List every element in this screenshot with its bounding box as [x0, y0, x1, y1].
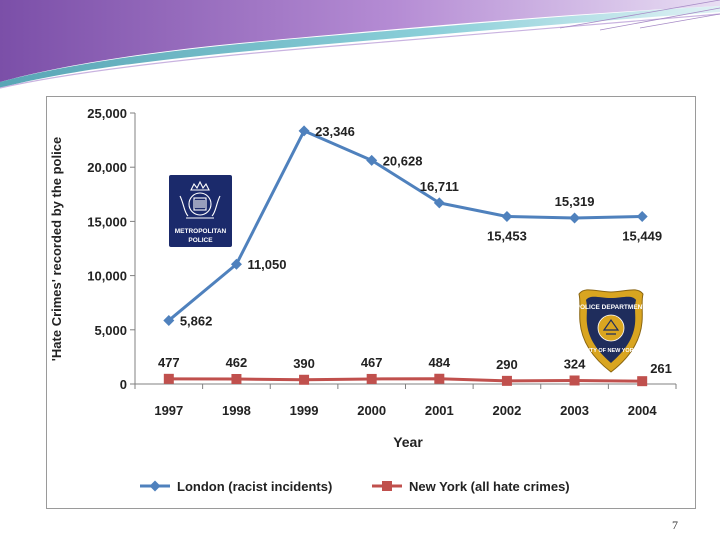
data-label: 15,449	[622, 229, 662, 244]
data-label: 261	[650, 361, 672, 376]
data-label: 11,050	[247, 257, 286, 272]
y-tick-label: 15,000	[87, 214, 127, 229]
met-logo-line2: POLICE	[188, 237, 213, 244]
x-axis-title: Year	[393, 434, 423, 450]
series-layer: 5,862 11,050 23,346 20,628 16,711 15,453 15,31…	[158, 124, 672, 387]
data-point-marker	[501, 375, 512, 386]
data-point-marker	[366, 373, 377, 384]
nypd-shield-logo: POLICE DEPARTMENT CITY OF NEW YORK	[576, 289, 647, 373]
data-label: 324	[564, 356, 586, 371]
data-label: 16,711	[420, 179, 459, 194]
data-point-marker	[230, 258, 242, 270]
nypd-bottom-text: CITY OF NEW YORK	[584, 348, 637, 354]
data-point-marker	[637, 376, 648, 387]
data-label: 390	[293, 356, 315, 371]
legend-marker	[149, 480, 161, 492]
data-label: 477	[158, 355, 180, 370]
data-point-marker	[231, 373, 242, 384]
data-label: 15,319	[555, 194, 595, 209]
data-label: 20,628	[383, 153, 423, 168]
data-point-marker	[569, 212, 581, 224]
data-label: 23,346	[315, 124, 355, 139]
y-tick-label: 20,000	[87, 160, 127, 175]
data-point-marker	[433, 197, 445, 209]
y-tick-label: 0	[120, 377, 127, 392]
slide-header-banner	[0, 0, 720, 89]
met-logo-line1: METROPOLITAN	[175, 228, 227, 235]
chart-legend: London (racist incidents) New York (all h…	[140, 479, 570, 494]
data-label: 290	[496, 357, 518, 372]
data-label: 467	[361, 355, 383, 370]
data-label: 5,862	[180, 313, 213, 328]
legend-item-new-york: New York (all hate crimes)	[372, 479, 570, 494]
nypd-seal-icon	[597, 314, 625, 342]
data-point-marker	[636, 211, 648, 223]
data-label: 484	[428, 355, 450, 370]
x-tick-label: 1998	[222, 403, 251, 418]
nypd-top-text: POLICE DEPARTMENT	[576, 304, 647, 311]
data-point-marker	[501, 210, 513, 222]
x-tick-label: 2004	[628, 403, 658, 418]
x-tick-label: 2001	[425, 403, 454, 418]
data-point-marker	[299, 374, 310, 385]
legend-item-london: London (racist incidents)	[140, 479, 332, 494]
x-tick-label: 2003	[560, 403, 589, 418]
y-tick-label: 10,000	[87, 269, 127, 284]
x-tick-label: 2002	[492, 403, 521, 418]
crown-crest-icon	[179, 180, 221, 219]
x-tick-label: 1997	[154, 403, 183, 418]
legend-marker	[382, 481, 392, 491]
metropolitan-police-logo: METROPOLITAN POLICE	[169, 175, 232, 247]
data-label: 15,453	[487, 228, 527, 243]
data-point-marker	[434, 373, 445, 384]
y-axis-ticks: 0 5,000 10,000 15,000 20,000 25,000	[87, 106, 135, 392]
data-point-marker	[163, 314, 175, 326]
series-line	[167, 129, 643, 322]
y-tick-label: 25,000	[87, 106, 127, 121]
data-point-marker	[298, 125, 310, 137]
x-tick-label: 2000	[357, 403, 386, 418]
legend-label: London (racist incidents)	[177, 479, 332, 494]
page-number: 7	[672, 518, 678, 532]
x-tick-label: 1999	[290, 403, 319, 418]
series-line	[168, 377, 643, 383]
x-axis-ticks: 1997 1998 1999 2000 2001 2002 2003 2004	[134, 384, 677, 418]
data-point-marker	[366, 154, 378, 166]
legend-label: New York (all hate crimes)	[409, 479, 570, 494]
data-label: 462	[226, 355, 248, 370]
data-point-marker	[163, 373, 174, 384]
series-london: 5,862 11,050 23,346 20,628 16,711 15,453 15,31…	[163, 124, 662, 328]
data-point-marker	[569, 375, 580, 386]
series-new-york: 477 462 390 467 484 290 324 261	[158, 355, 672, 387]
y-tick-label: 5,000	[94, 323, 127, 338]
y-axis-title: 'Hate Crimes' recorded by the police	[49, 137, 64, 361]
